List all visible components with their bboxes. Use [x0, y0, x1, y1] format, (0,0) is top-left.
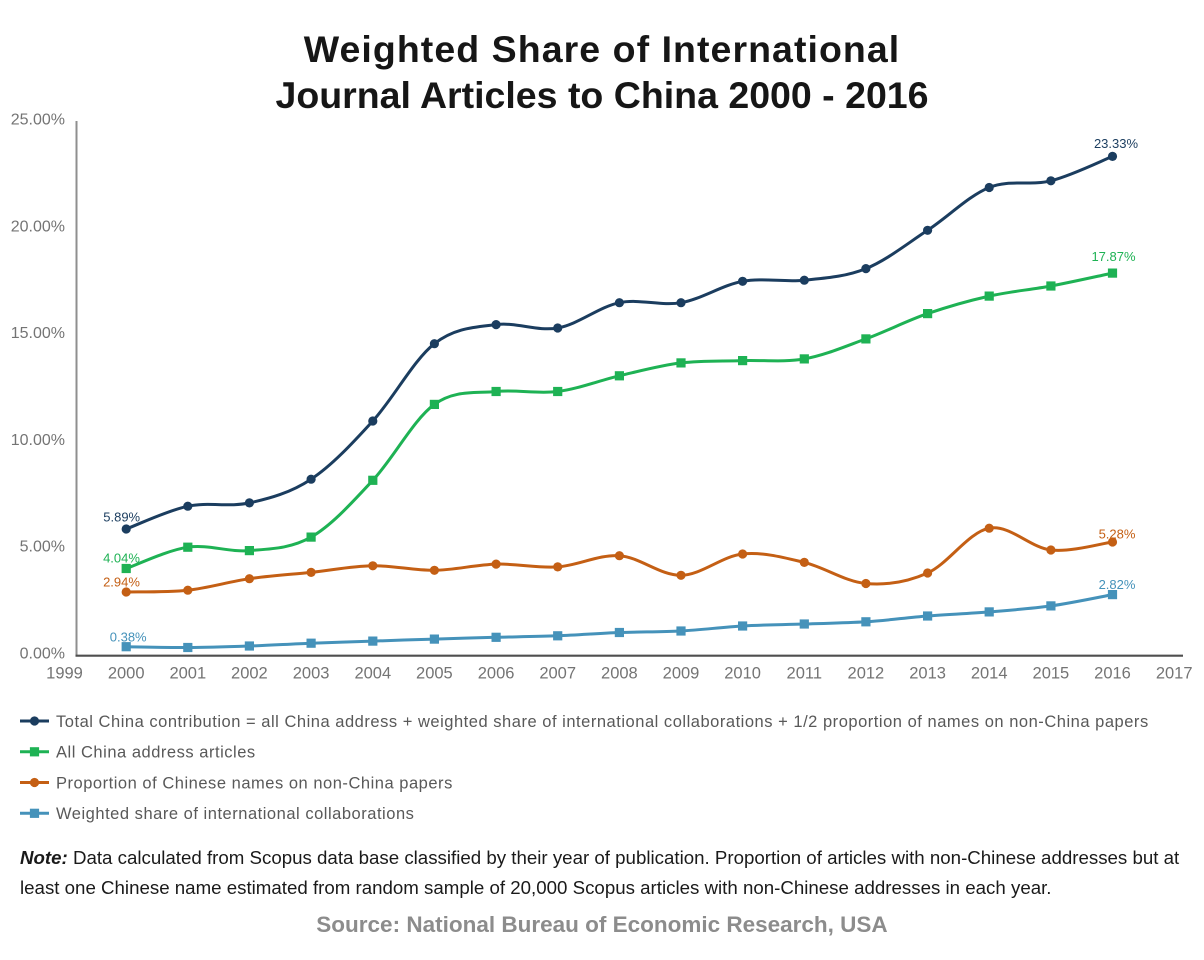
svg-text:1999: 1999	[46, 665, 83, 683]
svg-text:2015: 2015	[1033, 665, 1070, 683]
svg-text:2.82%: 2.82%	[1099, 577, 1136, 592]
svg-text:25.00%: 25.00%	[11, 111, 65, 128]
svg-text:2012: 2012	[848, 665, 885, 683]
svg-text:2004: 2004	[354, 665, 391, 683]
svg-text:2007: 2007	[539, 665, 576, 683]
svg-text:2011: 2011	[787, 665, 822, 683]
svg-text:5.89%: 5.89%	[103, 510, 140, 525]
svg-text:2017: 2017	[1156, 665, 1193, 683]
svg-text:0.00%: 0.00%	[20, 645, 65, 662]
svg-text:2010: 2010	[724, 665, 761, 683]
svg-text:2014: 2014	[971, 665, 1008, 683]
svg-text:23.33%: 23.33%	[1094, 136, 1139, 151]
svg-text:2001: 2001	[169, 665, 206, 683]
svg-text:Total China contribution = all: Total China contribution = all China add…	[56, 713, 1149, 731]
svg-text:0.38%: 0.38%	[110, 630, 147, 645]
svg-text:All China address articles: All China address articles	[56, 744, 256, 762]
svg-text:2013: 2013	[909, 665, 946, 683]
svg-text:2003: 2003	[293, 665, 330, 683]
svg-text:2.94%: 2.94%	[103, 575, 140, 590]
svg-text:17.87%: 17.87%	[1091, 249, 1136, 264]
svg-text:20.00%: 20.00%	[11, 219, 65, 236]
svg-text:Proportion of Chinese names on: Proportion of Chinese names on non-China…	[56, 774, 453, 792]
svg-text:2009: 2009	[663, 665, 700, 683]
svg-text:2006: 2006	[478, 665, 515, 683]
svg-text:2000: 2000	[108, 665, 145, 683]
svg-text:5.00%: 5.00%	[20, 539, 65, 556]
svg-text:2016: 2016	[1094, 665, 1131, 683]
svg-text:5.28%: 5.28%	[1099, 527, 1136, 542]
svg-text:2002: 2002	[231, 665, 268, 683]
svg-text:2008: 2008	[601, 665, 638, 683]
svg-text:10.00%: 10.00%	[11, 432, 65, 449]
svg-text:Weighted share of internationa: Weighted share of international collabor…	[56, 805, 414, 823]
svg-text:2005: 2005	[416, 665, 453, 683]
svg-text:15.00%: 15.00%	[11, 325, 65, 342]
svg-text:4.04%: 4.04%	[103, 551, 140, 566]
